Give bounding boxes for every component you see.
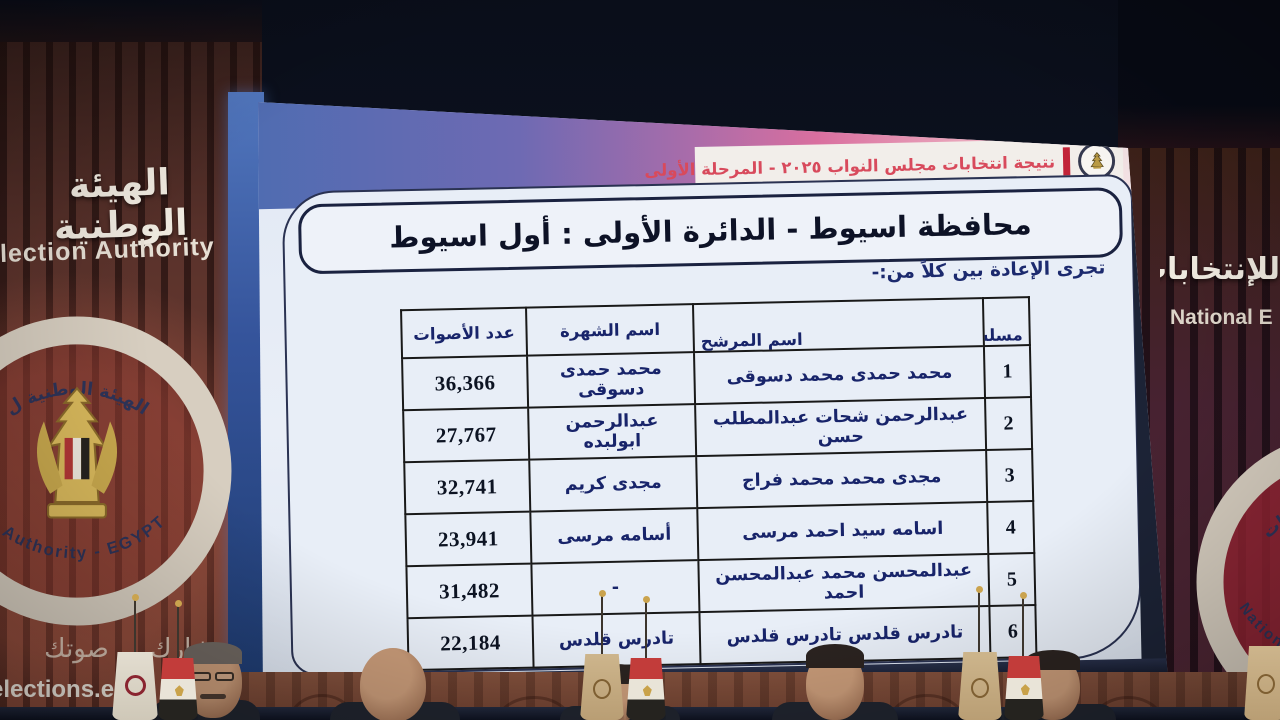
event-title-text: نتيجة انتخابات مجلس النواب ٢٠٢٥ - المرحل… [644,152,1056,180]
authority-logo-icon [1077,141,1116,180]
red-separator [1062,147,1071,176]
district-title-text: محافظة اسيوط - الدائرة الأولى : أول اسيو… [388,207,1033,255]
header-candidate: اسم المرشح [692,298,984,353]
results-table-body: 1 محمد حمدى محمد دسوقى محمد حمدى دسوقى 36,3… [402,345,1037,671]
results-table: مسلسل اسم المرشح اسم الشهرة عدد الأصوات … [400,296,1037,671]
serial-cell: 4 [987,501,1035,554]
flag-pole [174,600,182,662]
flag-pole [1019,592,1027,660]
serial-cell: 6 [989,605,1037,658]
authority-flag [1244,646,1280,720]
votes-cell: 31,482 [406,563,533,619]
blue-led-strip [228,92,264,704]
flag-pole [975,586,983,658]
alias-cell: أسامه مرسى [530,508,699,564]
alias-cell: عبدالرحمن ابولبده [528,404,697,460]
serial-cell: 2 [985,397,1033,451]
votes-cell: 22,184 [407,615,534,671]
ceiling-right [1118,0,1280,150]
flag-pole [598,590,606,658]
flag-pole [642,596,650,662]
authority-emblem: الهيئة الوطنية ل n Authority - EGYPT [0,316,232,626]
votes-cell: 36,366 [402,355,529,411]
egypt-flag [1004,656,1044,720]
egypt-flag [158,658,198,720]
serial-cell: 3 [986,449,1034,503]
candidate-cell: عبدالمحسن محمد عبدالمحسن احمد [698,553,990,613]
authority-emblem-partial: تخابات Nationa [1196,447,1280,717]
votes-cell: 32,741 [404,459,531,515]
elections-url: elections.eg [0,676,129,703]
serial-cell: 5 [988,553,1036,606]
candidate-cell: محمد حمدى محمد دسوقى [693,346,986,405]
alias-cell: - [531,560,700,616]
authority-flag [112,652,158,720]
authority-flag [958,652,1002,720]
header-alias: اسم الشهرة [526,304,694,356]
alias-cell: محمد حمدى دسوقى [527,352,696,408]
candidate-cell: مجدى محمد محمد فراج [696,450,988,509]
votes-cell: 27,767 [403,407,530,463]
eagle-icon [36,386,118,519]
serial-cell: 1 [983,345,1032,399]
header-votes: عدد الأصوات [401,307,528,359]
flag-pole [131,594,139,658]
alias-cell: مجدى كريم [529,456,698,512]
egypt-flag [626,658,666,720]
event-title-bar: نتيجة انتخابات مجلس النواب ٢٠٢٥ - المرحل… [644,138,1124,192]
authority-flag [580,654,624,720]
candidate-cell: اسامه سيد احمد مرسى [697,502,989,561]
votes-cell: 23,941 [405,511,532,567]
header-serial: مسلسل [982,297,1030,347]
right-wall-arabic-sign: للإنتخابات [1160,252,1280,287]
candidate-cell: عبدالرحمن شحات عبدالمطلب حسن [695,398,987,457]
right-wall-latin-sign: National E [1170,306,1273,329]
